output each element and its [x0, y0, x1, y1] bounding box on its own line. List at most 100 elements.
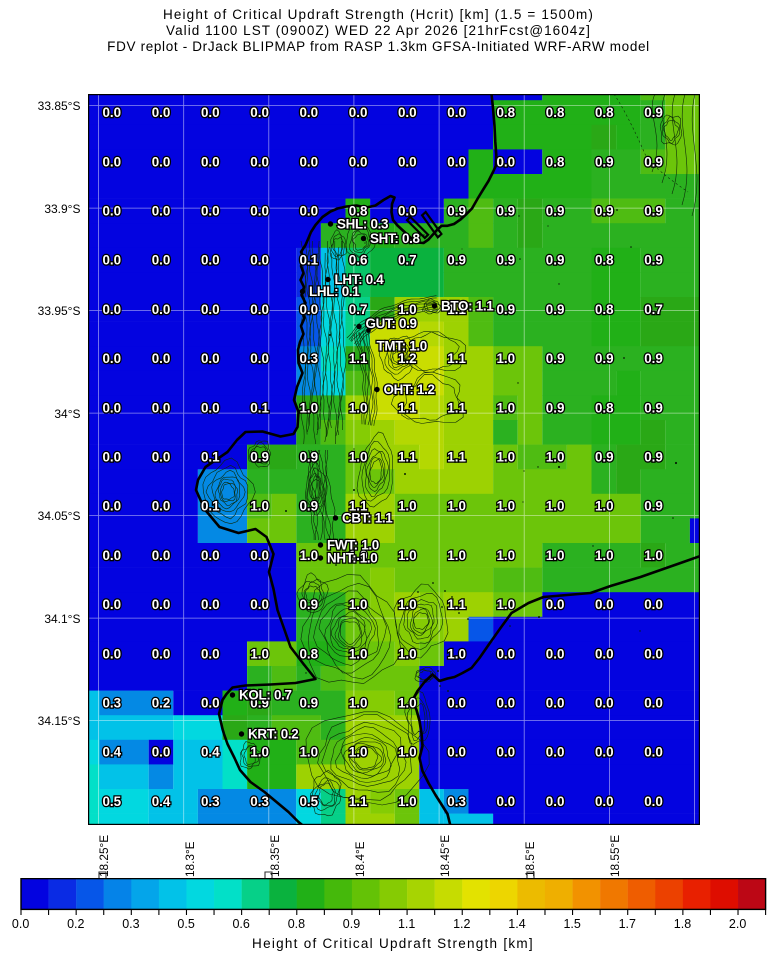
svg-text:0.0: 0.0 [496, 794, 515, 809]
svg-text:0.0: 0.0 [447, 105, 466, 120]
svg-text:0.0: 0.0 [348, 105, 367, 120]
svg-text:1.0: 1.0 [496, 351, 515, 366]
svg-text:1.0: 1.0 [447, 646, 466, 661]
svg-text:0.9: 0.9 [545, 253, 564, 268]
svg-text:0.9: 0.9 [250, 696, 269, 711]
svg-text:0.0: 0.0 [447, 745, 466, 760]
svg-text:0.6: 0.6 [348, 253, 367, 268]
svg-text:0.0: 0.0 [545, 646, 564, 661]
svg-text:0.0: 0.0 [151, 253, 170, 268]
svg-text:0.9: 0.9 [299, 597, 318, 612]
svg-text:1.0: 1.0 [496, 400, 515, 415]
svg-text:TMT: 1.0: TMT: 1.0 [376, 339, 426, 354]
svg-text:0.0: 0.0 [102, 597, 121, 612]
svg-text:0.0: 0.0 [200, 351, 219, 366]
svg-text:1.0: 1.0 [545, 548, 564, 563]
svg-text:1.0: 1.0 [348, 646, 367, 661]
svg-text:0.9: 0.9 [299, 696, 318, 711]
svg-text:KRT: 0.2: KRT: 0.2 [248, 727, 298, 742]
svg-text:0.0: 0.0 [496, 696, 515, 711]
svg-text:1.0: 1.0 [299, 400, 318, 415]
svg-text:1.0: 1.0 [397, 499, 416, 514]
svg-text:1.0: 1.0 [299, 548, 318, 563]
svg-text:GUT: 0.9: GUT: 0.9 [365, 316, 416, 331]
svg-text:0.9: 0.9 [545, 400, 564, 415]
svg-text:0.7: 0.7 [348, 302, 367, 317]
svg-text:0.9: 0.9 [644, 400, 663, 415]
svg-text:0.0: 0.0 [151, 450, 170, 465]
svg-text:0.0: 0.0 [348, 154, 367, 169]
svg-text:KOL: 0.7: KOL: 0.7 [239, 688, 292, 703]
svg-text:1.0: 1.0 [545, 450, 564, 465]
svg-text:0.8: 0.8 [299, 646, 318, 661]
svg-text:1.1: 1.1 [447, 597, 466, 612]
svg-text:0.0: 0.0 [200, 302, 219, 317]
svg-text:0.8: 0.8 [545, 105, 564, 120]
svg-text:0.0: 0.0 [102, 548, 121, 563]
svg-text:0.8: 0.8 [594, 105, 613, 120]
svg-text:0.8: 0.8 [545, 154, 564, 169]
svg-text:0.9: 0.9 [644, 105, 663, 120]
svg-text:0.0: 0.0 [200, 597, 219, 612]
svg-text:1.0: 1.0 [397, 548, 416, 563]
svg-text:0.0: 0.0 [496, 154, 515, 169]
svg-text:0.0: 0.0 [250, 154, 269, 169]
svg-text:0.9: 0.9 [545, 351, 564, 366]
svg-text:FWT: 1.0: FWT: 1.0 [327, 538, 379, 553]
svg-text:0.8: 0.8 [496, 105, 515, 120]
svg-text:0.0: 0.0 [200, 154, 219, 169]
svg-text:0.1: 0.1 [200, 450, 219, 465]
svg-text:0.5: 0.5 [299, 794, 318, 809]
svg-text:0.0: 0.0 [102, 351, 121, 366]
svg-text:1.0: 1.0 [348, 745, 367, 760]
svg-text:1.1: 1.1 [447, 302, 466, 317]
svg-text:0.0: 0.0 [200, 696, 219, 711]
svg-text:0.0: 0.0 [250, 302, 269, 317]
svg-text:1.0: 1.0 [250, 646, 269, 661]
svg-text:0.0: 0.0 [102, 646, 121, 661]
svg-text:0.0: 0.0 [151, 646, 170, 661]
svg-text:LHT: 0.4: LHT: 0.4 [334, 272, 384, 287]
svg-text:0.0: 0.0 [200, 253, 219, 268]
svg-text:0.8: 0.8 [594, 253, 613, 268]
svg-text:0.0: 0.0 [397, 204, 416, 219]
svg-text:0.0: 0.0 [151, 154, 170, 169]
svg-text:0.0: 0.0 [250, 351, 269, 366]
svg-text:0.0: 0.0 [102, 302, 121, 317]
svg-text:NHT: 1.0: NHT: 1.0 [327, 551, 377, 566]
svg-text:1.1: 1.1 [348, 499, 367, 514]
svg-text:0.8: 0.8 [594, 302, 613, 317]
svg-text:1.0: 1.0 [250, 499, 269, 514]
svg-text:0.9: 0.9 [496, 302, 515, 317]
svg-text:0.0: 0.0 [151, 597, 170, 612]
svg-text:1.0: 1.0 [397, 696, 416, 711]
svg-text:0.0: 0.0 [299, 204, 318, 219]
svg-text:BTO: 1.1: BTO: 1.1 [441, 299, 494, 314]
svg-text:0.9: 0.9 [594, 351, 613, 366]
svg-text:0.0: 0.0 [545, 745, 564, 760]
svg-text:1.1: 1.1 [348, 351, 367, 366]
svg-text:1.0: 1.0 [348, 400, 367, 415]
svg-text:0.0: 0.0 [594, 794, 613, 809]
svg-text:1.0: 1.0 [496, 548, 515, 563]
svg-text:0.0: 0.0 [594, 745, 613, 760]
svg-text:0.0: 0.0 [250, 548, 269, 563]
svg-text:1.0: 1.0 [397, 646, 416, 661]
svg-text:1.1: 1.1 [348, 794, 367, 809]
svg-text:OHT: 1.2: OHT: 1.2 [383, 382, 434, 397]
svg-text:0.0: 0.0 [102, 450, 121, 465]
svg-text:0.4: 0.4 [102, 745, 121, 760]
svg-text:0.3: 0.3 [102, 696, 121, 711]
svg-text:0.3: 0.3 [299, 351, 318, 366]
svg-text:0.7: 0.7 [397, 253, 416, 268]
svg-text:1.0: 1.0 [397, 302, 416, 317]
svg-text:0.4: 0.4 [200, 745, 219, 760]
svg-text:0.0: 0.0 [644, 597, 663, 612]
svg-text:1.1: 1.1 [447, 351, 466, 366]
svg-text:0.0: 0.0 [151, 302, 170, 317]
svg-text:0.0: 0.0 [250, 105, 269, 120]
svg-text:1.0: 1.0 [348, 548, 367, 563]
svg-text:0.9: 0.9 [545, 302, 564, 317]
svg-text:0.0: 0.0 [151, 105, 170, 120]
svg-text:0.0: 0.0 [200, 204, 219, 219]
